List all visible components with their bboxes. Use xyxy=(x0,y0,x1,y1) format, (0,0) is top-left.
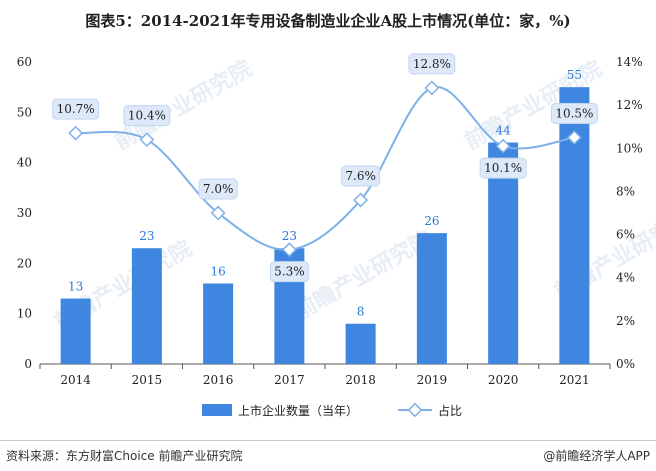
left-axis-tick-label: 50 xyxy=(17,105,32,119)
legend-bar-label: 上市企业数量（当年） xyxy=(238,403,358,418)
bar xyxy=(559,87,590,365)
bar xyxy=(345,323,376,364)
left-axis-tick-label: 30 xyxy=(17,206,32,220)
legend-line-marker xyxy=(407,402,423,418)
bar-value-label: 16 xyxy=(210,264,225,278)
line-point xyxy=(68,125,84,141)
right-axis-tick-label: 8% xyxy=(616,184,635,198)
left-axis-tick-label: 20 xyxy=(17,256,32,270)
line-label-box xyxy=(269,261,309,283)
bar xyxy=(416,233,447,364)
line-value-label: 7.6% xyxy=(345,169,376,183)
right-axis-tick-label: 0% xyxy=(616,357,635,371)
line-label-box xyxy=(479,157,527,179)
right-axis-tick-label: 6% xyxy=(616,228,635,242)
line-point xyxy=(566,130,582,145)
line-label-box xyxy=(341,165,381,187)
x-axis-tick-label: 2019 xyxy=(417,373,448,387)
line-point xyxy=(210,205,226,221)
publisher-credit: @前瞻经济学人APP xyxy=(543,449,650,463)
bar xyxy=(60,298,91,364)
line-point xyxy=(281,242,297,258)
legend-line-label: 占比 xyxy=(438,403,462,418)
x-axis-tick-label: 2016 xyxy=(203,373,234,387)
bar-value-label: 8 xyxy=(357,305,365,319)
bar-value-label: 23 xyxy=(282,229,297,243)
line-value-label: 10.5% xyxy=(555,107,593,121)
line-value-label: 10.4% xyxy=(128,109,166,123)
left-axis-tick-label: 60 xyxy=(17,55,32,69)
x-axis-tick-label: 2015 xyxy=(132,373,163,387)
line-point xyxy=(495,138,511,154)
line-label-box xyxy=(550,103,598,124)
line-value-label: 12.8% xyxy=(413,57,451,71)
x-axis-tick-label: 2018 xyxy=(345,373,376,387)
line-point xyxy=(353,192,369,208)
chart-title: 图表5：2014-2021年专用设备制造业企业A股上市情况(单位：家，%) xyxy=(85,12,571,30)
x-axis-tick-label: 2021 xyxy=(559,373,590,387)
x-axis-tick-label: 2020 xyxy=(488,373,519,387)
left-axis-tick-label: 0 xyxy=(24,357,32,371)
source-note: 资料来源：东方财富Choice 前瞻产业研究院 xyxy=(6,449,243,463)
bar xyxy=(488,142,519,364)
right-axis-tick-label: 14% xyxy=(616,55,643,69)
line-path xyxy=(75,86,575,251)
left-axis-tick-label: 10 xyxy=(17,307,32,321)
line-label-box xyxy=(198,178,238,200)
line-value-label: 5.3% xyxy=(274,265,305,279)
bar-value-label: 13 xyxy=(68,280,83,294)
x-axis-tick-label: 2017 xyxy=(274,373,305,387)
bar-value-label: 55 xyxy=(567,68,582,82)
bar-value-label: 26 xyxy=(424,214,439,228)
left-axis-tick-label: 40 xyxy=(17,156,32,170)
line-value-label: 10.1% xyxy=(484,161,522,175)
bar xyxy=(203,283,234,364)
legend-bar-swatch xyxy=(202,404,232,416)
line-value-label: 10.7% xyxy=(57,102,95,116)
line-point xyxy=(139,132,155,148)
footer-divider xyxy=(0,440,656,441)
right-axis-tick-label: 4% xyxy=(616,271,635,285)
bar-value-label: 23 xyxy=(139,229,154,243)
bar xyxy=(131,248,162,364)
x-axis-tick-label: 2014 xyxy=(60,373,91,387)
right-axis-tick-label: 10% xyxy=(616,141,643,155)
bar-value-label: 44 xyxy=(495,124,511,138)
line-label-box xyxy=(123,105,171,127)
line-label-box xyxy=(52,98,100,120)
right-axis-tick-label: 2% xyxy=(616,314,635,328)
line-series: 10.7% 10.4% 7.0% 5.3% 7.6% 12.8% 10.1% 10.5% xyxy=(52,53,598,283)
line-label-box xyxy=(408,53,456,75)
legend: 上市企业数量（当年） 占比 xyxy=(202,402,462,418)
line-point xyxy=(424,80,440,96)
right-axis-tick-label: 12% xyxy=(616,98,643,112)
line-value-label: 7.0% xyxy=(203,182,234,196)
